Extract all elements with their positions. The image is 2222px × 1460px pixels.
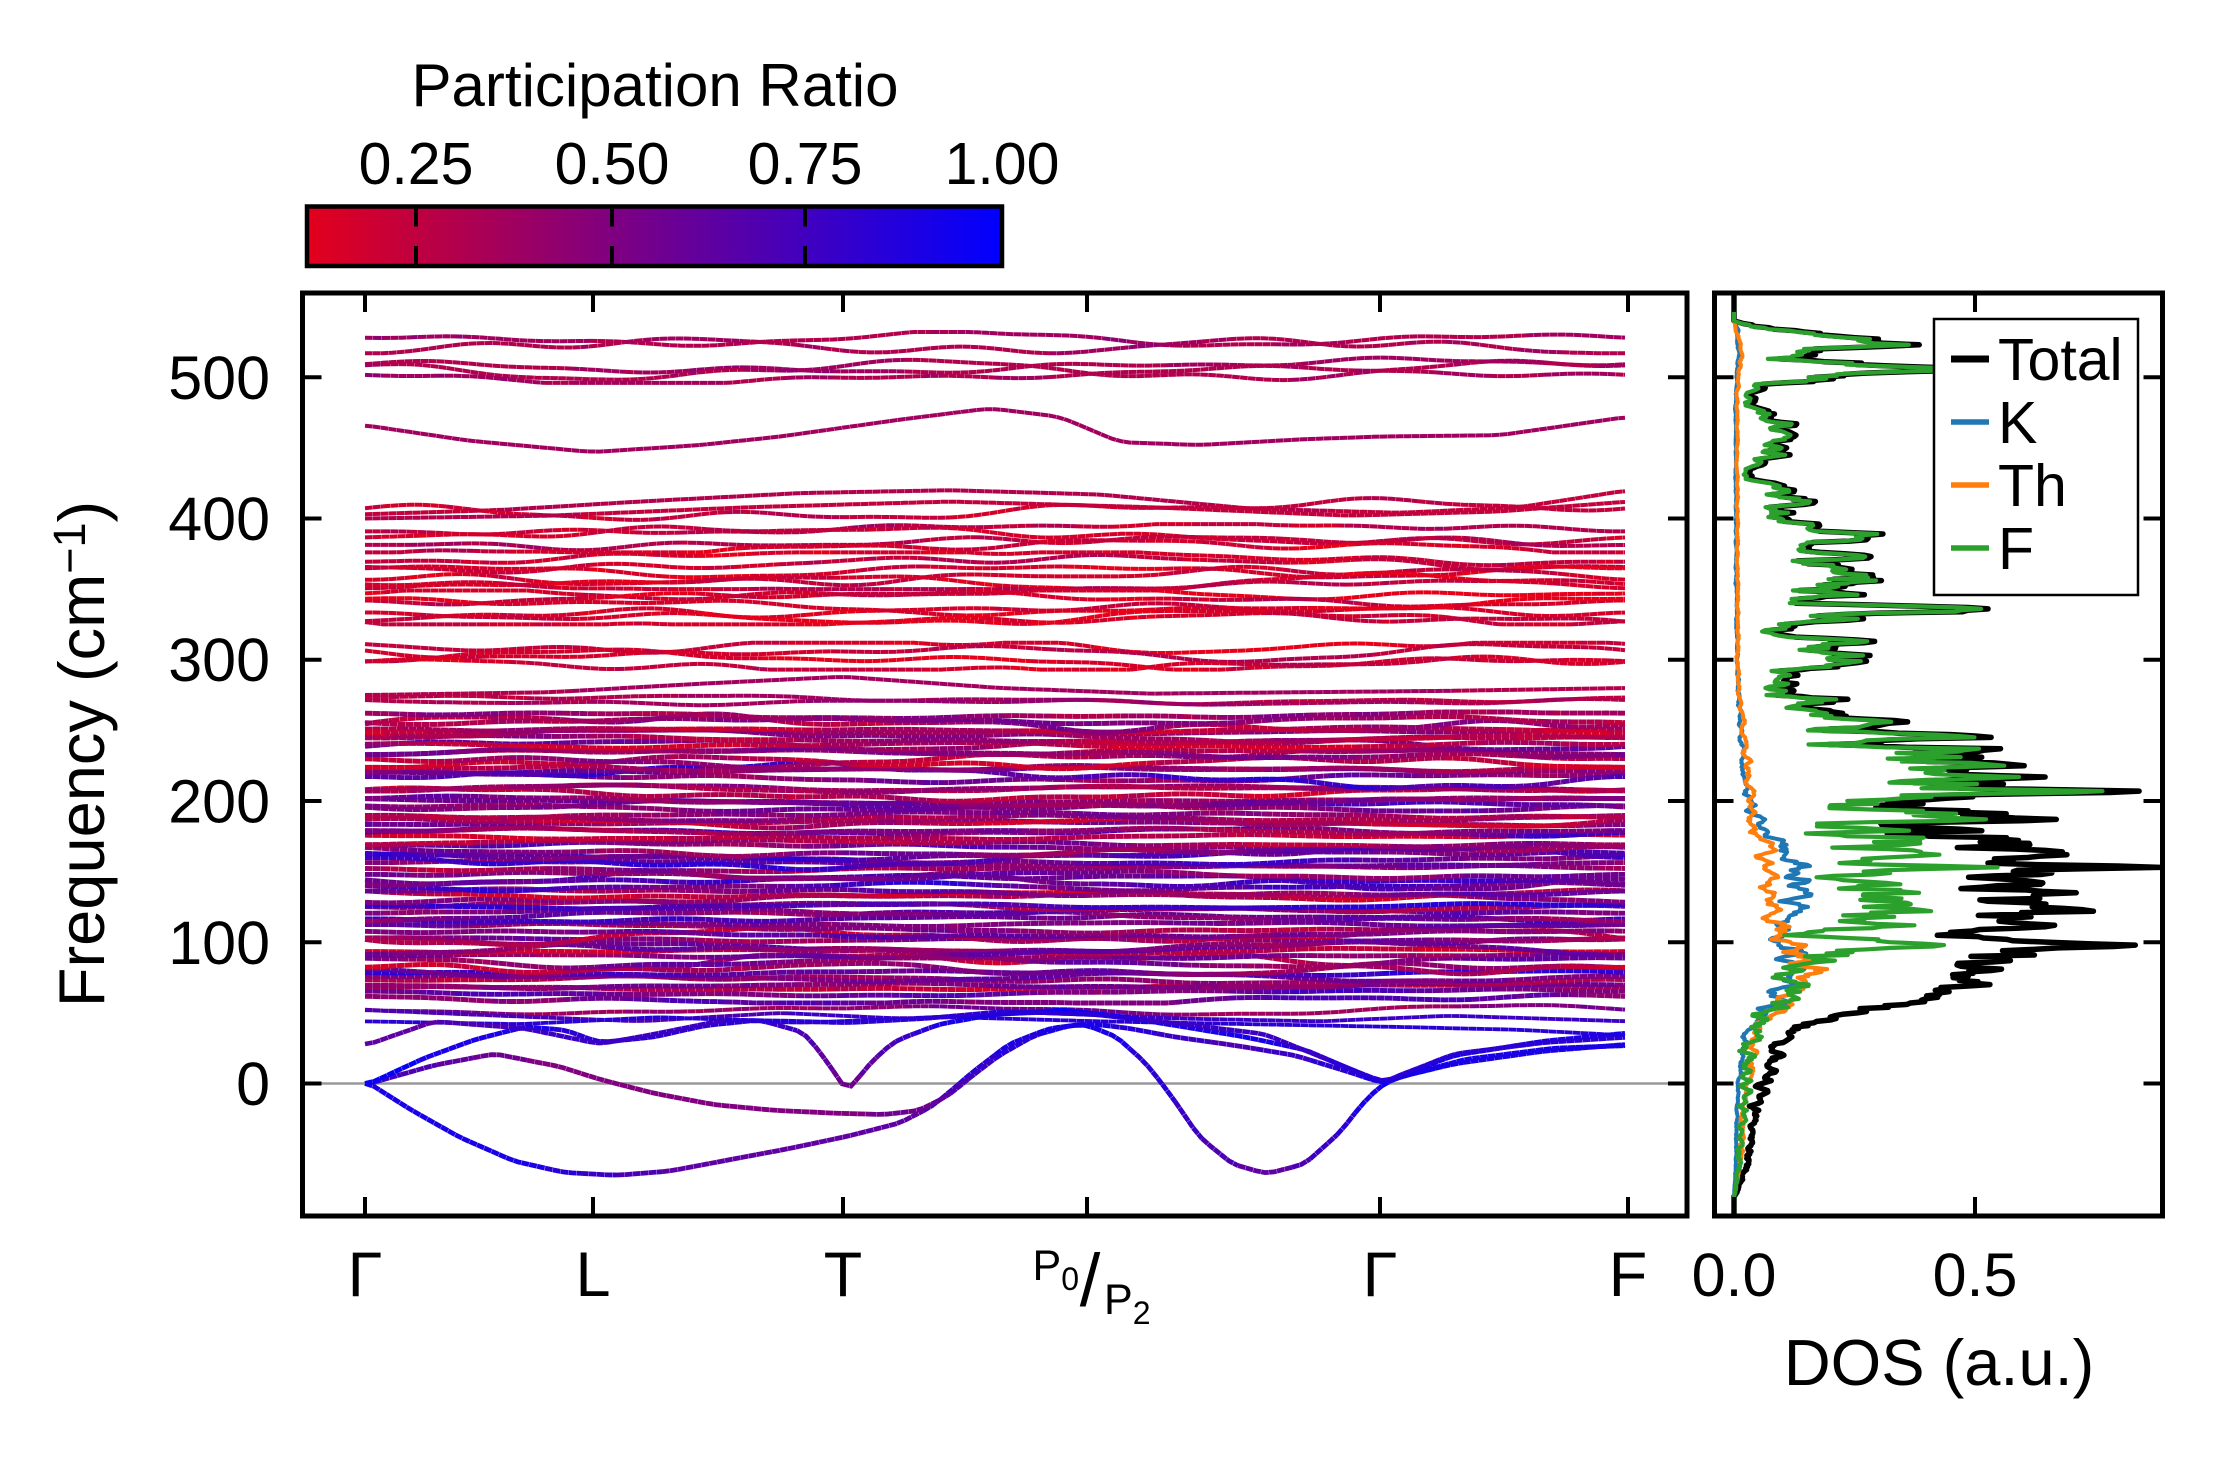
svg-text:Participation Ratio: Participation Ratio: [412, 52, 899, 119]
svg-text:Frequency (cm−1): Frequency (cm−1): [44, 501, 118, 1007]
svg-text:400: 400: [168, 485, 270, 553]
svg-text:P0: P0: [1033, 1242, 1079, 1297]
svg-text:0.25: 0.25: [359, 131, 474, 197]
svg-text:F: F: [1609, 1240, 1647, 1310]
svg-text:Γ: Γ: [1363, 1240, 1398, 1310]
svg-text:Th: Th: [1998, 453, 2067, 519]
svg-text:F: F: [1998, 516, 2034, 582]
svg-text:T: T: [824, 1240, 862, 1310]
svg-text:/: /: [1080, 1239, 1101, 1322]
svg-text:K: K: [1998, 390, 2037, 456]
svg-text:200: 200: [168, 768, 270, 836]
svg-text:Total: Total: [1998, 327, 2123, 393]
svg-text:L: L: [575, 1240, 610, 1310]
svg-text:300: 300: [168, 626, 270, 694]
svg-text:0.50: 0.50: [555, 131, 670, 197]
svg-text:0.0: 0.0: [1692, 1241, 1777, 1309]
svg-text:0: 0: [236, 1050, 270, 1118]
svg-text:0.5: 0.5: [1933, 1241, 2018, 1309]
svg-text:100: 100: [168, 909, 270, 977]
svg-text:1.00: 1.00: [945, 131, 1060, 197]
svg-text:DOS (a.u.): DOS (a.u.): [1784, 1326, 2095, 1399]
svg-text:Γ: Γ: [348, 1240, 383, 1310]
svg-text:500: 500: [168, 344, 270, 412]
svg-text:0.75: 0.75: [748, 131, 863, 197]
